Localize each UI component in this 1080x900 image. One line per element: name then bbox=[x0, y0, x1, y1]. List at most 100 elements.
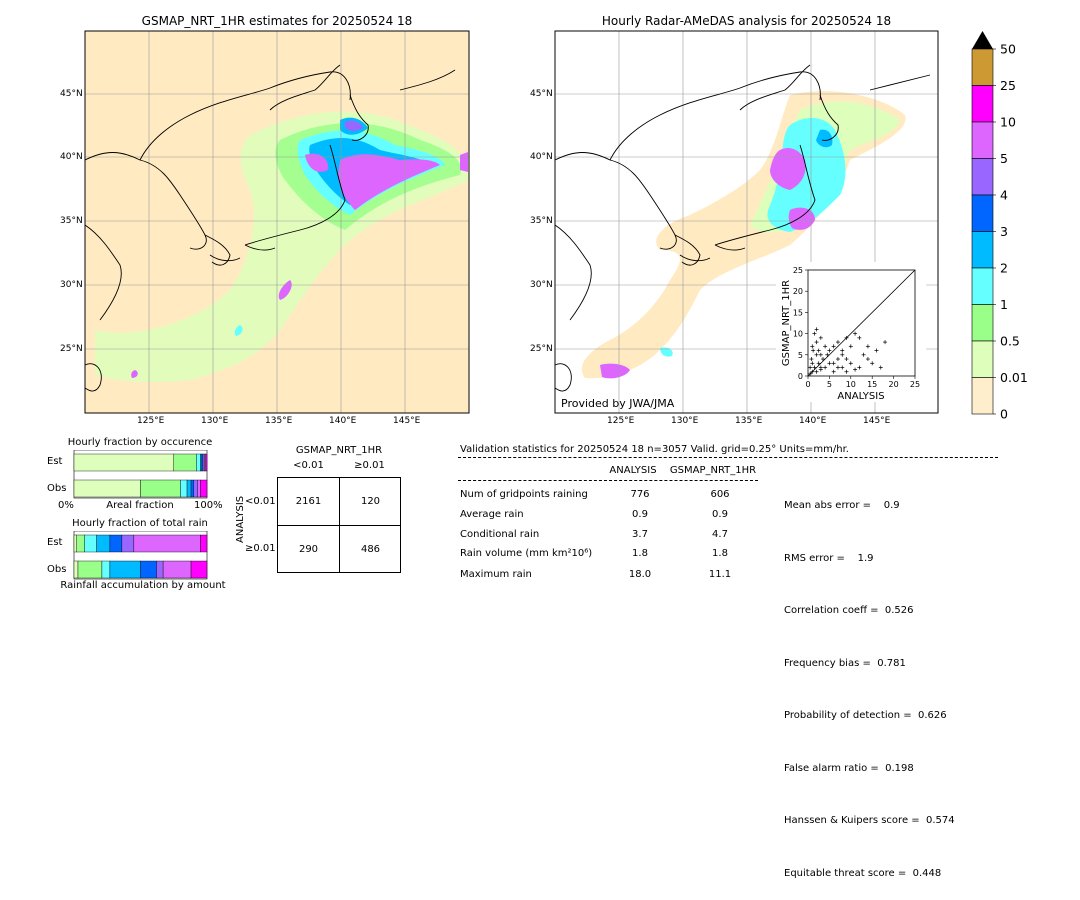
scatter-point-20 bbox=[861, 352, 866, 357]
total-rain-row-obs: Obs bbox=[47, 564, 67, 575]
left-map-rain-field bbox=[95, 111, 469, 383]
occurrence-bar-obs-seg-5 bbox=[193, 479, 198, 498]
left-map bbox=[84, 30, 470, 414]
total-rain-bar-est-seg-1 bbox=[76, 534, 85, 553]
occurrence-bar-est-seg-2 bbox=[196, 453, 201, 472]
colorbar-boxes bbox=[971, 48, 994, 415]
stat-label-gridpoints: Num of gridpoints raining bbox=[460, 489, 588, 500]
scatter-point-2 bbox=[812, 365, 817, 370]
scatter-point-10 bbox=[818, 352, 823, 357]
scatter-point-16 bbox=[844, 369, 849, 374]
scatter-point-37 bbox=[810, 361, 815, 366]
left-lon-130: 130°E bbox=[201, 416, 229, 426]
contingency-row-lt: <0.01 bbox=[245, 496, 276, 507]
occurrence-axis-right: 100% bbox=[194, 500, 223, 511]
scatter-point-1 bbox=[810, 369, 815, 374]
scatter-point-47 bbox=[840, 352, 845, 357]
scatter-point-34 bbox=[835, 340, 840, 345]
colorbar-label-6: 2 bbox=[1000, 261, 1008, 276]
colorbar-box-3 bbox=[971, 158, 994, 196]
scatter-ytick-0: 0 bbox=[798, 372, 803, 381]
total-rain-bar-obs-seg-5 bbox=[156, 560, 164, 579]
scatter-point-42 bbox=[816, 348, 821, 353]
right-lon-135: 135°E bbox=[735, 416, 763, 426]
colorbar-box-7 bbox=[971, 304, 994, 342]
total-rain-bar-obs-seg-3 bbox=[109, 560, 141, 579]
scatter-y-ticks: 0 5 10 15 20 25 bbox=[793, 266, 808, 381]
colorbar-label-1: 25 bbox=[1000, 78, 1016, 93]
occurrence-bar-obs-seg-1 bbox=[140, 479, 181, 498]
left-lon-145: 145°E bbox=[393, 416, 421, 426]
colorbar-label-7: 1 bbox=[1000, 297, 1008, 312]
scatter-point-15 bbox=[840, 365, 845, 370]
stat-label-average: Average rain bbox=[460, 509, 524, 520]
scatter-point-11 bbox=[823, 365, 828, 370]
right-lat-40: 40°N bbox=[530, 152, 553, 162]
right-map-rain-field bbox=[581, 91, 906, 379]
scatter-point-4 bbox=[816, 361, 821, 366]
scatter-point-33 bbox=[827, 348, 832, 353]
left-lon-135: 135°E bbox=[265, 416, 293, 426]
total-rain-bar-obs-seg-6 bbox=[162, 560, 192, 579]
right-lon-125: 125°E bbox=[607, 416, 635, 426]
scatter-xtick-3: 15 bbox=[867, 380, 877, 389]
contingency-row-ge: ≥0.01 bbox=[245, 543, 276, 554]
right-lat-35: 35°N bbox=[530, 216, 553, 226]
scatter-point-14 bbox=[835, 357, 840, 362]
scatter-point-45 bbox=[831, 361, 836, 366]
contingency-title: GSMAP_NRT_1HR bbox=[295, 445, 383, 456]
right-lon-140: 140°E bbox=[799, 416, 827, 426]
score-far: False alarm ratio = 0.198 bbox=[784, 762, 914, 774]
occurrence-bar-est-seg-7 bbox=[205, 453, 208, 472]
left-lat-45: 45°N bbox=[60, 89, 83, 99]
scatter-point-29 bbox=[857, 335, 862, 340]
scatter-inset: 0 5 10 15 20 25 0 5 10 15 20 25 ANALYSIS GSMAP_NRT… bbox=[776, 262, 926, 402]
left-lat-30: 30°N bbox=[60, 280, 83, 290]
colorbar-labels: 50 25 10 5 4 3 2 1 0.5 0.01 0 bbox=[993, 42, 1028, 421]
scatter-point-31 bbox=[814, 327, 819, 332]
occurrence-bar-obs-seg-7 bbox=[200, 479, 208, 498]
scatter-point-21 bbox=[865, 357, 870, 362]
scatter-point-9 bbox=[812, 331, 817, 336]
scatter-point-38 bbox=[814, 352, 819, 357]
scatter-diagonal bbox=[807, 269, 916, 377]
scatter-point-30 bbox=[818, 335, 823, 340]
colorbar-box-1 bbox=[971, 85, 994, 123]
colorbar-box-0 bbox=[971, 48, 994, 86]
scatter-xtick-5: 25 bbox=[910, 380, 920, 389]
occurrence-title: Hourly fraction by occurence bbox=[67, 437, 213, 448]
occurrence-row-est: Est bbox=[47, 456, 63, 467]
scatter-points bbox=[808, 327, 888, 376]
right-lon-130: 130°E bbox=[671, 416, 699, 426]
score-freq-bias: Frequency bias = 0.781 bbox=[784, 657, 906, 669]
stat-gsmap-maximum: 11.1 bbox=[708, 569, 732, 580]
scatter-ylabel: GSMAP_NRT_1HR bbox=[781, 280, 792, 366]
scatter-point-27 bbox=[840, 348, 845, 353]
score-ets: Equitable threat score = 0.448 bbox=[784, 867, 942, 879]
stat-analysis-gridpoints: 776 bbox=[630, 489, 650, 500]
contingency-cell-d: 486 bbox=[360, 544, 381, 555]
scatter-point-26 bbox=[831, 344, 836, 349]
occurrence-bar-obs-seg-6 bbox=[197, 479, 201, 498]
score-hk: Hanssen & Kuipers score = 0.574 bbox=[784, 815, 955, 826]
scatter-point-23 bbox=[874, 348, 879, 353]
scatter-point-32 bbox=[823, 344, 828, 349]
scatter-point-41 bbox=[810, 344, 815, 349]
total-rain-bar-obs-seg-1 bbox=[77, 560, 103, 579]
validation-col-gsmap: GSMAP_NRT_1HR bbox=[669, 465, 757, 476]
scatter-point-46 bbox=[835, 365, 840, 370]
colorbar-label-5: 3 bbox=[1000, 224, 1008, 239]
total-rain-bar-est-seg-0 bbox=[73, 534, 77, 553]
scatter-point-13 bbox=[831, 369, 836, 374]
occurrence-bar-est-seg-1 bbox=[173, 453, 197, 472]
scatter-point-24 bbox=[878, 365, 883, 370]
colorbar-label-8: 0.5 bbox=[1000, 334, 1020, 349]
occurrence-bar-obs-seg-3 bbox=[186, 479, 192, 498]
stat-label-maximum: Maximum rain bbox=[460, 569, 532, 580]
contingency-col-ge: ≥0.01 bbox=[354, 460, 385, 471]
occurrence-axis-left: 0% bbox=[58, 500, 74, 511]
stat-label-conditional: Conditional rain bbox=[460, 529, 540, 540]
scatter-point-39 bbox=[818, 365, 823, 370]
colorbar-box-8 bbox=[971, 340, 994, 378]
total-rain-bars bbox=[73, 531, 208, 580]
